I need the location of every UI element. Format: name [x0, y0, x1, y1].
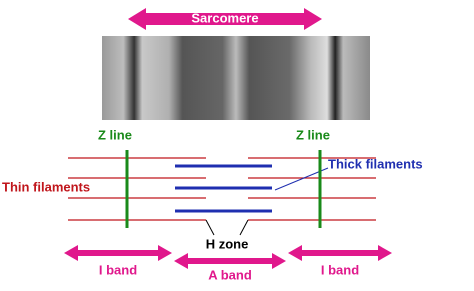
h-zone-pointer: [239, 219, 249, 236]
title: Sarcomere: [191, 10, 258, 25]
micrograph: [102, 36, 370, 120]
i-band-label: I band: [321, 262, 359, 277]
z-line-label: Z line: [98, 127, 132, 142]
thin-filaments: [68, 157, 376, 221]
h-zone-label: H zone: [206, 236, 249, 251]
i-band-label: I band: [99, 262, 137, 277]
thin-label: Thin filaments: [2, 179, 90, 194]
sarcomere-arrow: [128, 8, 322, 30]
a-band-label: A band: [208, 267, 252, 282]
thick-filaments: [175, 164, 272, 213]
z-line-label: Z line: [296, 127, 330, 142]
thick-label: Thick filaments: [328, 156, 423, 171]
h-zone-pointer: [205, 219, 215, 236]
band-arrows: [64, 245, 392, 269]
